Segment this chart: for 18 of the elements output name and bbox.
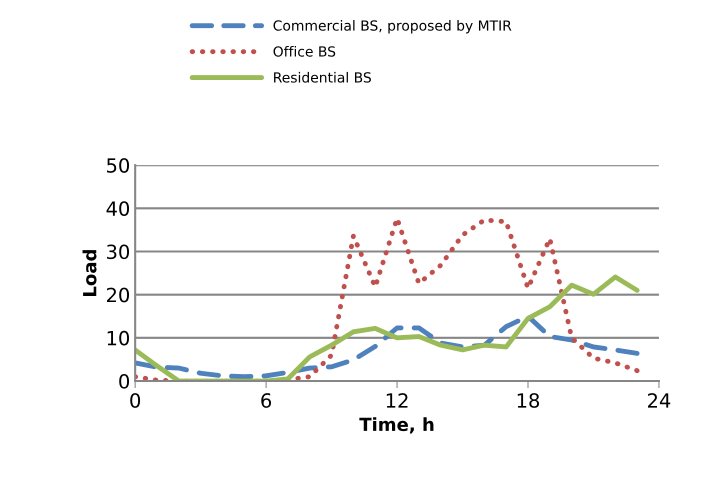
y-axis-title: Load — [82, 250, 97, 296]
x-tick-label: 6 — [261, 393, 272, 408]
legend-label: Office BS — [274, 46, 336, 57]
legend-label: Residential BS — [274, 72, 371, 83]
x-tick-label: 18 — [518, 393, 540, 408]
legend-label: Commercial BS, proposed by MTIR — [274, 20, 512, 34]
line-series — [135, 216, 640, 382]
y-tick-label: 40 — [106, 201, 130, 216]
x-tick-label: 12 — [386, 393, 408, 408]
y-tick-label: 0 — [119, 374, 130, 389]
x-axis-title: Time, h — [359, 417, 434, 434]
y-tick-label: 30 — [107, 244, 130, 260]
x-tick-label: 0 — [130, 393, 140, 408]
line-series — [135, 274, 640, 382]
y-tick-label: 20 — [106, 288, 130, 302]
x-tick-label: 24 — [648, 393, 670, 408]
y-tick-label: 10 — [108, 330, 130, 346]
y-tick-label: 50 — [107, 158, 130, 173]
